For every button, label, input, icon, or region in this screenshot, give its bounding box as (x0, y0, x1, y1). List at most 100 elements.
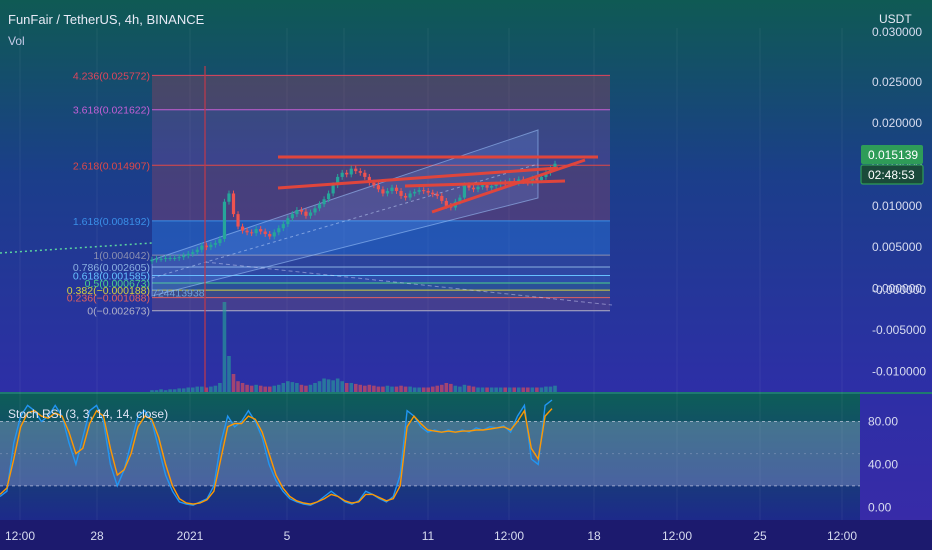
candle-body[interactable] (480, 185, 485, 187)
time-tick-label: 28 (90, 529, 104, 543)
volume-bar (317, 381, 322, 392)
candle-body[interactable] (159, 258, 163, 260)
trend-line-rising[interactable] (431, 158, 586, 214)
volume-bar (308, 384, 313, 392)
volume-bar (276, 384, 281, 392)
candle-body[interactable] (222, 201, 227, 239)
candle-body[interactable] (254, 229, 258, 234)
candle-body[interactable] (358, 171, 362, 173)
time-axis[interactable]: 12:00 28 2021 5 11 12:00 18 12:00 25 12:00 (5, 529, 857, 543)
candlesticks[interactable] (150, 160, 557, 265)
candle-body[interactable] (191, 252, 195, 254)
candle-body[interactable] (417, 190, 421, 192)
candle-body[interactable] (363, 172, 367, 177)
candle-body[interactable] (444, 200, 448, 206)
candle-body[interactable] (186, 253, 190, 256)
candle-body[interactable] (322, 199, 326, 205)
candle-body[interactable] (195, 249, 199, 253)
candle-body[interactable] (200, 245, 204, 250)
candle-body[interactable] (218, 238, 222, 244)
candle-body[interactable] (281, 224, 285, 229)
candle-body[interactable] (485, 185, 489, 188)
candle-body[interactable] (462, 185, 467, 198)
candle-body[interactable] (381, 189, 385, 194)
candle-body[interactable] (163, 257, 168, 259)
candle-body[interactable] (345, 172, 349, 175)
candle-body[interactable] (227, 193, 231, 202)
stoch-rsi-pane[interactable]: 80.00 40.00 0.00 (0, 399, 898, 514)
time-tick-label: 18 (587, 529, 601, 543)
candle-body[interactable] (150, 259, 154, 262)
candle-body[interactable] (272, 232, 276, 237)
candle-body[interactable] (426, 190, 430, 193)
candle-body[interactable] (367, 176, 371, 183)
candle-body[interactable] (490, 186, 494, 188)
candle-body[interactable] (336, 176, 340, 186)
candle-body[interactable] (259, 229, 263, 232)
candle-body[interactable] (263, 231, 267, 234)
trend-line-upper[interactable] (277, 166, 559, 190)
candle-body[interactable] (413, 191, 417, 194)
volume-bar (204, 387, 209, 392)
candle-body[interactable] (204, 245, 208, 248)
candle-body[interactable] (213, 243, 217, 245)
candle-body[interactable] (313, 208, 317, 213)
candle-body[interactable] (231, 193, 236, 215)
regression-channel[interactable] (151, 129, 539, 297)
candle-body[interactable] (182, 255, 186, 258)
candle-body[interactable] (277, 228, 281, 233)
candle-body[interactable] (467, 185, 471, 188)
candle-body[interactable] (245, 230, 249, 233)
candle-body[interactable] (173, 257, 177, 259)
candle-body[interactable] (494, 184, 498, 187)
candle-body[interactable] (458, 197, 462, 202)
candle-body[interactable] (354, 168, 358, 172)
candle-body[interactable] (539, 176, 544, 181)
trend-line-lower[interactable] (404, 179, 566, 188)
candle-body[interactable] (372, 182, 376, 186)
candle-body[interactable] (295, 210, 299, 215)
candle-body[interactable] (177, 257, 181, 259)
candle-body[interactable] (299, 210, 304, 212)
price-axis[interactable]: 0.0300000.0250000.0200000.0150000.010000… (872, 25, 926, 378)
candle-body[interactable] (385, 190, 390, 194)
candle-body[interactable] (209, 244, 213, 248)
candle-body[interactable] (326, 193, 331, 200)
candle-body[interactable] (236, 214, 240, 227)
candle-body[interactable] (154, 258, 159, 260)
candle-body[interactable] (168, 257, 172, 259)
candle-body[interactable] (403, 195, 408, 198)
candle-body[interactable] (286, 218, 290, 225)
candle-body[interactable] (240, 226, 245, 231)
candle-body[interactable] (553, 163, 557, 169)
time-tick-label: 12:00 (827, 529, 857, 543)
candle-body[interactable] (349, 168, 353, 175)
candle-body[interactable] (304, 211, 308, 216)
candle-body[interactable] (535, 178, 539, 181)
volume-bar (258, 385, 263, 392)
candle-body[interactable] (399, 190, 403, 196)
candle-body[interactable] (440, 195, 444, 201)
candle-body[interactable] (290, 214, 294, 219)
channel-midline (151, 163, 539, 279)
candle-body[interactable] (376, 185, 381, 190)
candle-body[interactable] (471, 187, 476, 190)
candle-body[interactable] (408, 193, 412, 198)
candle-body[interactable] (268, 233, 272, 237)
volume-bar (299, 384, 304, 392)
candle-body[interactable] (394, 187, 399, 191)
trend-lines[interactable] (277, 155, 598, 214)
candle-body[interactable] (340, 172, 344, 177)
volume-bar (263, 386, 268, 392)
candle-body[interactable] (435, 194, 439, 196)
candle-body[interactable] (250, 232, 254, 234)
candle-body[interactable] (476, 186, 480, 190)
candle-body[interactable] (331, 185, 335, 194)
candle-body[interactable] (308, 212, 313, 216)
candle-body[interactable] (422, 190, 426, 192)
candle-body[interactable] (431, 192, 435, 195)
price-tick-label: -0.000000 (872, 283, 926, 297)
candle-body[interactable] (390, 187, 394, 191)
candle-body[interactable] (317, 204, 322, 209)
